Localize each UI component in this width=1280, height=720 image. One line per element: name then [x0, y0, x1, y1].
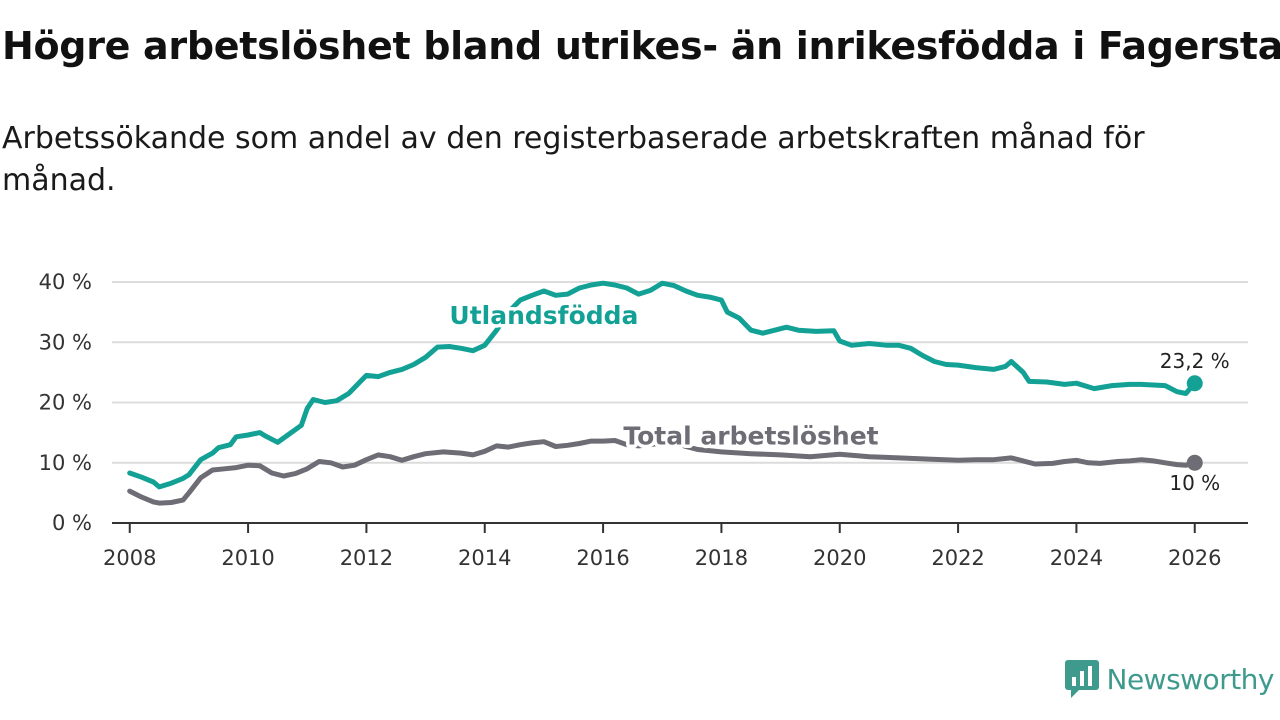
- x-axis: 2008 2010 2012 2014 2016 2018 2020 2022 2024 2026: [103, 522, 1248, 570]
- x-tick-label: 2018: [695, 546, 748, 570]
- y-tick-label: 20 %: [39, 391, 92, 415]
- x-tick-label: 2026: [1168, 546, 1221, 570]
- y-tick-label: 30 %: [39, 330, 92, 354]
- y-tick-label: 0 %: [52, 511, 92, 535]
- series-line-utlandsfodda: [127, 280, 1198, 490]
- newsworthy-logo-icon: [1064, 660, 1099, 698]
- series-line-total: [127, 438, 1198, 506]
- x-tick-label: 2022: [931, 546, 984, 570]
- newsworthy-brand[interactable]: Newsworthy: [1064, 660, 1275, 698]
- x-tick-label: 2012: [340, 546, 393, 570]
- chart-title: Högre arbetslöshet bland utrikes- än inr…: [2, 24, 1280, 68]
- x-tick-label: 2010: [221, 546, 274, 570]
- series-labels: Utlandsfödda Total arbetslöshet: [446, 298, 882, 455]
- end-markers: 23,2 % 10 %: [1160, 349, 1230, 495]
- x-tick-label: 2020: [813, 546, 866, 570]
- brand-name: Newsworthy: [1106, 662, 1275, 696]
- end-label-utlandsfodda: 23,2 %: [1160, 349, 1230, 373]
- series-label-utlandsfodda: Utlandsfödda: [449, 301, 638, 330]
- end-marker-utlandsfodda: [1186, 375, 1203, 392]
- end-label-total: 10 %: [1169, 471, 1220, 495]
- y-tick-label: 40 %: [39, 270, 92, 294]
- line-chart: 2008 2010 2012 2014 2016 2018 2020 2022 2024 2026…: [39, 270, 1248, 570]
- x-tick-label: 2024: [1050, 546, 1103, 570]
- series-label-total: Total arbetslöshet: [623, 422, 878, 451]
- chart-subtitle: Arbetssökande som andel av den registerb…: [2, 121, 1145, 198]
- series-lines: [127, 280, 1198, 506]
- y-tick-label: 10 %: [39, 451, 92, 475]
- x-tick-label: 2016: [576, 546, 629, 570]
- x-tick-label: 2008: [103, 546, 156, 570]
- y-axis-labels: 0 % 10 % 20 % 30 % 40 %: [39, 270, 92, 535]
- end-marker-total: [1186, 454, 1203, 471]
- x-tick-label: 2014: [458, 546, 511, 570]
